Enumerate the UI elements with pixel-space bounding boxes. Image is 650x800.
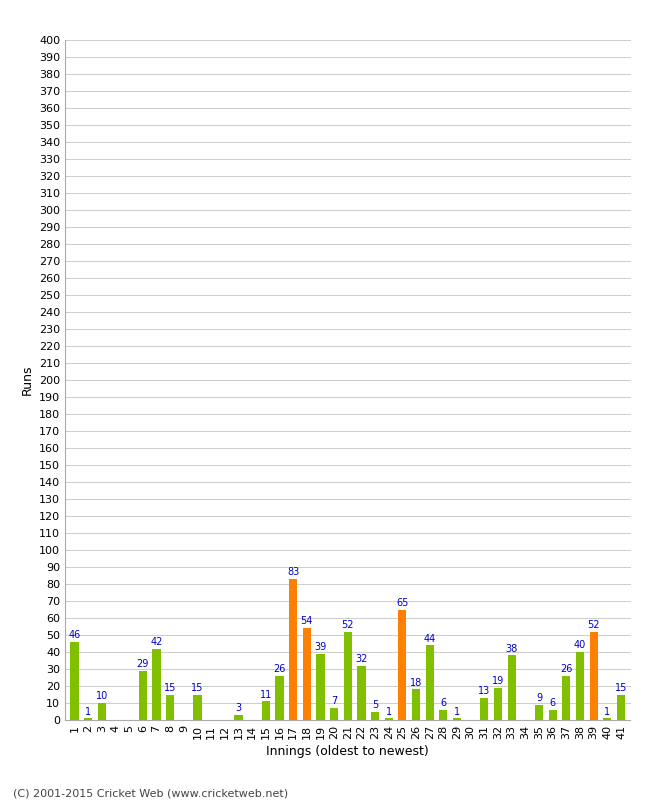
Text: 13: 13 <box>478 686 491 696</box>
Text: 15: 15 <box>191 682 203 693</box>
Text: 18: 18 <box>410 678 422 688</box>
Bar <box>262 702 270 720</box>
Text: 38: 38 <box>506 644 518 654</box>
Text: 15: 15 <box>164 682 176 693</box>
Bar <box>508 655 515 720</box>
Bar <box>617 694 625 720</box>
Text: 6: 6 <box>440 698 447 708</box>
Text: 44: 44 <box>424 634 436 643</box>
Bar <box>303 628 311 720</box>
Bar <box>576 652 584 720</box>
Text: 1: 1 <box>454 706 460 717</box>
Bar <box>330 708 338 720</box>
Text: 7: 7 <box>331 696 337 706</box>
Text: 54: 54 <box>300 617 313 626</box>
Bar <box>98 703 106 720</box>
Bar <box>398 610 406 720</box>
Bar <box>549 710 557 720</box>
Text: 42: 42 <box>150 637 162 647</box>
Text: 10: 10 <box>96 691 108 702</box>
Bar <box>371 711 379 720</box>
Text: 1: 1 <box>385 706 392 717</box>
Bar <box>412 690 420 720</box>
Text: 46: 46 <box>68 630 81 640</box>
Bar <box>138 670 147 720</box>
Bar <box>426 645 434 720</box>
Bar <box>453 718 461 720</box>
Text: 52: 52 <box>341 620 354 630</box>
Bar <box>358 666 365 720</box>
Y-axis label: Runs: Runs <box>20 365 33 395</box>
Bar <box>590 632 598 720</box>
Bar <box>317 654 324 720</box>
Bar <box>276 676 283 720</box>
Bar <box>235 715 242 720</box>
Bar <box>439 710 447 720</box>
Text: 1: 1 <box>604 706 610 717</box>
Bar <box>70 642 79 720</box>
Text: 5: 5 <box>372 700 378 710</box>
Bar <box>494 688 502 720</box>
Text: 15: 15 <box>615 682 627 693</box>
Text: 6: 6 <box>550 698 556 708</box>
Text: 32: 32 <box>355 654 368 664</box>
Bar <box>166 694 174 720</box>
Bar <box>289 579 297 720</box>
Text: 11: 11 <box>259 690 272 699</box>
Bar <box>344 632 352 720</box>
Bar <box>480 698 488 720</box>
Bar <box>535 705 543 720</box>
Text: 19: 19 <box>492 676 504 686</box>
Bar <box>84 718 92 720</box>
Text: (C) 2001-2015 Cricket Web (www.cricketweb.net): (C) 2001-2015 Cricket Web (www.cricketwe… <box>13 788 288 798</box>
Text: 26: 26 <box>560 664 573 674</box>
Text: 65: 65 <box>396 598 409 608</box>
Text: 29: 29 <box>136 659 149 669</box>
Text: 39: 39 <box>315 642 326 652</box>
Text: 3: 3 <box>235 703 242 714</box>
Text: 83: 83 <box>287 567 299 578</box>
X-axis label: Innings (oldest to newest): Innings (oldest to newest) <box>266 745 429 758</box>
Text: 9: 9 <box>536 693 542 703</box>
Bar <box>603 718 612 720</box>
Text: 26: 26 <box>273 664 285 674</box>
Text: 40: 40 <box>574 640 586 650</box>
Text: 52: 52 <box>588 620 600 630</box>
Bar <box>152 649 161 720</box>
Bar <box>385 718 393 720</box>
Text: 1: 1 <box>85 706 91 717</box>
Bar <box>562 676 571 720</box>
Bar <box>194 694 202 720</box>
